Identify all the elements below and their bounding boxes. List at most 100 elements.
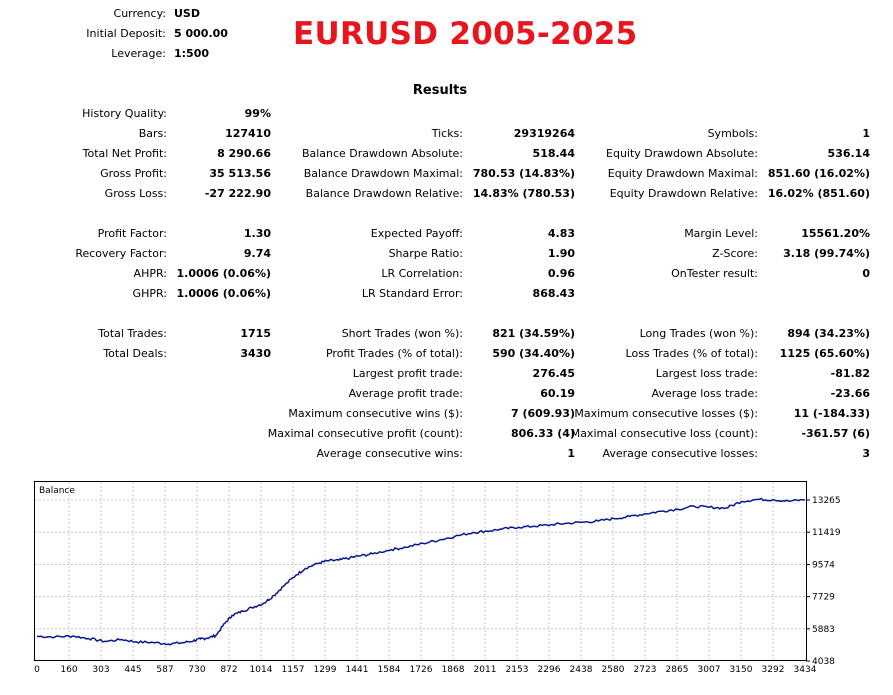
x-tick-label: 3292 [762,665,785,675]
stat-value: 276.45 [532,367,575,380]
stat-value: -81.82 [830,367,870,380]
stat-label: Maximal consecutive loss (count): [570,427,758,440]
stat-label: AHPR: [133,267,167,280]
stat-value: 14.83% (780.53) [472,187,575,200]
balance-line [36,497,806,646]
x-tick-label: 160 [60,665,77,675]
stat-value: 3.18 (99.74%) [783,247,870,260]
stat-value: 780.53 (14.83%) [472,167,575,180]
stat-label: GHPR: [132,287,167,300]
report-title: EURUSD 2005-2025 [293,16,638,52]
stat-value: 3430 [240,347,271,360]
y-tick-label: 7729 [812,593,835,603]
x-tick-label: 303 [92,665,109,675]
results-title: Results [412,83,468,98]
stat-label: Profit Factor: [97,227,167,240]
stat-label: LR Standard Error: [361,287,463,300]
stat-value: 1.30 [243,227,271,240]
header-deposit-label: Initial Deposit: [86,27,166,40]
stat-value: 99% [244,107,271,120]
stat-value: 1715 [240,327,271,340]
stat-label: Average consecutive losses: [602,447,758,460]
stat-value: 35 513.56 [209,167,271,180]
stat-value: 29319264 [513,127,575,140]
stat-value: 0 [862,267,870,280]
header-currency-value: USD [174,7,200,20]
stat-value: 4.83 [547,227,575,240]
stat-label: Equity Drawdown Maximal: [607,167,758,180]
stat-label: Largest loss trade: [655,367,758,380]
header-deposit-value: 5 000.00 [174,27,228,40]
x-tick-label: 1868 [442,665,465,675]
balance-chart [34,481,807,661]
stat-value: 894 (34.23%) [787,327,870,340]
stat-value: -361.57 (6) [801,427,870,440]
stat-label: Balance Drawdown Absolute: [301,147,463,160]
stat-label: Expected Payoff: [370,227,463,240]
stat-label: Maximum consecutive wins ($): [288,407,463,420]
stat-label: Margin Level: [684,227,758,240]
stat-label: Gross Profit: [100,167,167,180]
y-tick-label: 5883 [812,625,835,635]
stat-value: 7 (609.93) [511,407,575,420]
x-tick-label: 1157 [282,665,305,675]
x-tick-label: 2865 [666,665,689,675]
stat-value: 1125 (65.60%) [779,347,870,360]
x-tick-label: 445 [124,665,141,675]
stat-value: 868.43 [532,287,575,300]
y-tick-label: 13265 [812,496,841,506]
stat-label: Recovery Factor: [75,247,167,260]
y-tick-label: 4038 [812,657,835,667]
stat-value: 821 (34.59%) [492,327,575,340]
stat-label: Sharpe Ratio: [388,247,463,260]
stat-value: 3 [862,447,870,460]
stat-value: 518.44 [532,147,575,160]
x-tick-label: 1441 [346,665,369,675]
x-tick-label: 3007 [698,665,721,675]
stat-label: Symbols: [707,127,758,140]
stat-value: 1 [862,127,870,140]
x-tick-label: 1584 [378,665,401,675]
stat-label: Gross Loss: [104,187,167,200]
stat-label: Average profit trade: [348,387,463,400]
stat-label: Long Trades (won %): [639,327,758,340]
x-tick-label: 1726 [410,665,433,675]
x-tick-label: 3434 [794,665,817,675]
x-tick-label: 1299 [314,665,337,675]
x-tick-label: 2011 [474,665,497,675]
stat-label: Loss Trades (% of total): [625,347,758,360]
x-tick-label: 1014 [250,665,273,675]
stat-value: 1.90 [547,247,575,260]
stat-label: Average consecutive wins: [316,447,463,460]
stat-value: 1 [567,447,575,460]
x-tick-label: 587 [156,665,173,675]
stat-value: 60.19 [540,387,575,400]
stat-label: Profit Trades (% of total): [325,347,463,360]
stat-value: -23.66 [830,387,870,400]
y-tick-label: 9574 [812,560,835,570]
header-leverage-label: Leverage: [111,47,166,60]
stat-label: Largest profit trade: [352,367,463,380]
stat-label: Ticks: [431,127,463,140]
x-tick-label: 3150 [730,665,753,675]
x-tick-label: 730 [188,665,205,675]
stat-value: 0.96 [547,267,575,280]
header-leverage-value: 1:500 [174,47,210,60]
stat-label: Total Net Profit: [82,147,167,160]
stat-value: 16.02% (851.60) [767,187,870,200]
stat-value: -27 222.90 [204,187,271,200]
stat-label: Balance Drawdown Relative: [305,187,463,200]
stat-label: History Quality: [82,107,167,120]
x-tick-label: 2153 [506,665,529,675]
y-tick-label: 11419 [812,528,841,538]
x-tick-label: 872 [220,665,237,675]
stat-value: 1.0006 (0.06%) [176,287,272,300]
stat-value: 8 290.66 [217,147,271,160]
stat-value: 536.14 [827,147,870,160]
x-tick-label: 2723 [634,665,657,675]
stat-value: 15561.20% [801,227,870,240]
stat-label: Equity Drawdown Absolute: [606,147,758,160]
stat-label: Short Trades (won %): [341,327,463,340]
stat-value: 851.60 (16.02%) [767,167,870,180]
